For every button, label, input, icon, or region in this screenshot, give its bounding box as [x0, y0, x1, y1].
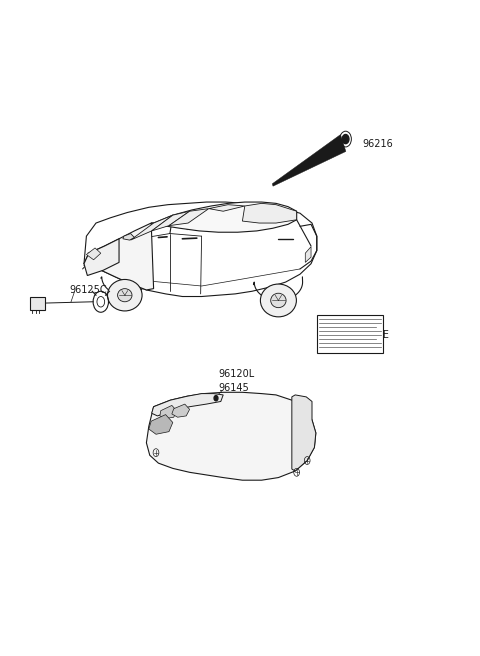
- Text: 96145: 96145: [218, 383, 249, 394]
- Ellipse shape: [118, 289, 132, 302]
- FancyBboxPatch shape: [30, 297, 45, 310]
- Bar: [317, 315, 383, 353]
- Text: 96120L: 96120L: [218, 369, 255, 379]
- Polygon shape: [149, 415, 173, 434]
- Polygon shape: [152, 211, 190, 231]
- Polygon shape: [209, 205, 245, 211]
- Polygon shape: [84, 202, 317, 297]
- Ellipse shape: [271, 293, 286, 308]
- Text: 96563E: 96563E: [353, 329, 390, 340]
- Polygon shape: [84, 223, 154, 290]
- Polygon shape: [151, 202, 297, 232]
- Polygon shape: [305, 247, 311, 262]
- Polygon shape: [146, 392, 316, 480]
- Polygon shape: [160, 405, 177, 419]
- Polygon shape: [131, 215, 173, 240]
- Polygon shape: [272, 134, 346, 186]
- Polygon shape: [152, 394, 223, 416]
- Polygon shape: [292, 395, 316, 471]
- Circle shape: [214, 396, 218, 401]
- Text: 96216: 96216: [362, 139, 393, 150]
- Circle shape: [342, 134, 349, 144]
- Polygon shape: [242, 203, 297, 223]
- Polygon shape: [169, 209, 209, 226]
- Polygon shape: [123, 234, 134, 240]
- Polygon shape: [172, 404, 190, 417]
- Polygon shape: [84, 239, 119, 276]
- Ellipse shape: [108, 279, 142, 311]
- Polygon shape: [86, 248, 101, 260]
- Ellipse shape: [260, 284, 296, 317]
- Text: 96125C: 96125C: [70, 285, 107, 295]
